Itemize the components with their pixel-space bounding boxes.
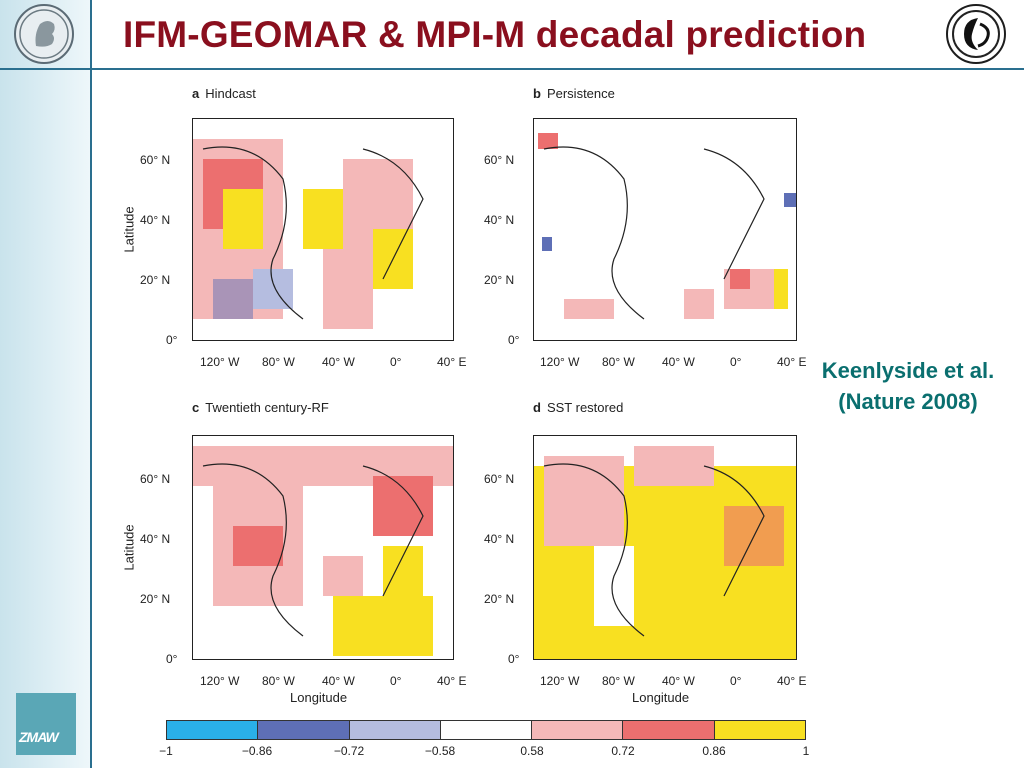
colorbar — [166, 720, 806, 740]
header-bar — [0, 0, 1024, 70]
panel-c-xtick-0: 0° — [390, 674, 402, 688]
panel-a-ytick-40n: 40° N — [140, 213, 171, 227]
panel-b-title: b Persistence — [533, 86, 615, 101]
colorbar-segment — [258, 721, 350, 739]
colorbar-tick: −0.72 — [333, 744, 365, 758]
panel-c-map — [192, 435, 454, 660]
panel-a-xtick-40w: 40° W — [322, 355, 355, 369]
panel-b-xtick-0: 0° — [730, 355, 742, 369]
panel-b-ytick-0: 0° — [508, 333, 520, 347]
panel-b-ytick-60n: 60° N — [484, 153, 515, 167]
colorbar-tick: −0.58 — [424, 744, 456, 758]
panel-c-xtick-120w: 120° W — [200, 674, 240, 688]
panel-d-ytick-40n: 40° N — [484, 532, 515, 546]
panel-a-xtick-120w: 120° W — [200, 355, 240, 369]
colorbar-tick: 0.72 — [611, 744, 635, 758]
panel-a-xtick-40e: 40° E — [437, 355, 467, 369]
colorbar-segment — [440, 721, 533, 739]
left-sidebar-decoration — [0, 0, 92, 768]
panel-d-ytick-0: 0° — [508, 652, 520, 666]
panel-d-xtick-0: 0° — [730, 674, 742, 688]
colorbar-segment — [532, 721, 624, 739]
panel-a-ytick-0: 0° — [166, 333, 178, 347]
ifm-geomar-logo-icon — [946, 4, 1006, 64]
colorbar-segment — [167, 721, 259, 739]
panel-c-title: c Twentieth century-RF — [192, 400, 329, 415]
colorbar-segment — [623, 721, 715, 739]
colorbar-tick: 1 — [802, 744, 810, 758]
panel-c-ytick-40n: 40° N — [140, 532, 171, 546]
zmaw-logo-icon: ZMAW — [16, 693, 76, 755]
panel-d-title: d SST restored — [533, 400, 624, 415]
colorbar-tick: 0.86 — [702, 744, 726, 758]
colorbar-segment — [349, 721, 441, 739]
panel-d-ytick-60n: 60° N — [484, 472, 515, 486]
page-title: IFM-GEOMAR & MPI-M decadal prediction — [123, 14, 867, 55]
panel-a-ylabel: Latitude — [121, 206, 137, 253]
panel-b-xtick-40e: 40° E — [777, 355, 807, 369]
panel-c-ytick-60n: 60° N — [140, 472, 171, 486]
panel-a-ytick-60n: 60° N — [140, 153, 171, 167]
panel-d-ytick-20n: 20° N — [484, 592, 515, 606]
panel-a-title: a Hindcast — [192, 86, 256, 101]
colorbar-tick: −0.86 — [241, 744, 273, 758]
panel-c-xtick-40w: 40° W — [322, 674, 355, 688]
panel-d-xtick-40e: 40° E — [777, 674, 807, 688]
panel-c-xtick-40e: 40° E — [437, 674, 467, 688]
colorbar-tick: 0.58 — [520, 744, 544, 758]
panel-b-xtick-80w: 80° W — [602, 355, 635, 369]
panel-b-map — [533, 118, 797, 341]
panel-b-xtick-40w: 40° W — [662, 355, 695, 369]
panel-c-ytick-20n: 20° N — [140, 592, 171, 606]
panel-c-ytick-0: 0° — [166, 652, 178, 666]
panel-d-map — [533, 435, 797, 660]
panel-d-xtick-40w: 40° W — [662, 674, 695, 688]
colorbar-segment — [714, 721, 805, 739]
panel-a-ytick-20n: 20° N — [140, 273, 171, 287]
panel-b-ytick-40n: 40° N — [484, 213, 515, 227]
panel-c-xlabel: Longitude — [290, 690, 348, 705]
panel-d-xtick-120w: 120° W — [540, 674, 580, 688]
panel-c-ylabel: Latitude — [121, 524, 137, 571]
colorbar-tick: −1 — [159, 744, 173, 758]
max-planck-logo-icon — [14, 4, 74, 64]
panel-a-xtick-0: 0° — [390, 355, 402, 369]
citation-text: Keenlyside et al. (Nature 2008) — [821, 358, 995, 414]
panel-d-xtick-80w: 80° W — [602, 674, 635, 688]
panel-a-map — [192, 118, 454, 341]
panel-c-xtick-80w: 80° W — [262, 674, 295, 688]
panel-a-xtick-80w: 80° W — [262, 355, 295, 369]
panel-d-xlabel: Longitude — [632, 690, 690, 705]
panel-b-ytick-20n: 20° N — [484, 273, 515, 287]
panel-b-xtick-120w: 120° W — [540, 355, 580, 369]
